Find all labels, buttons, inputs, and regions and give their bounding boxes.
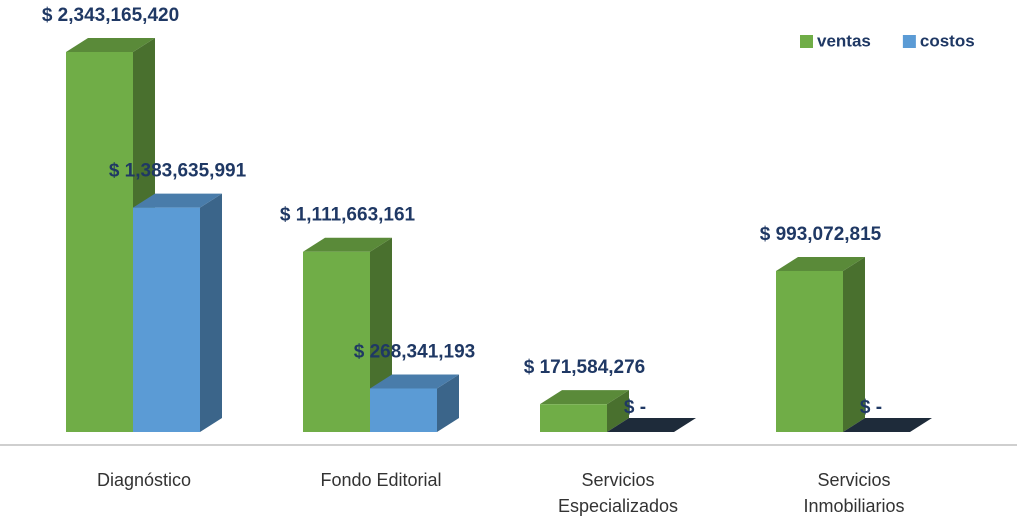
bar-front	[776, 270, 843, 432]
x-tick-label: Diagnóstico	[96, 470, 192, 490]
bar	[540, 390, 629, 432]
value-label: $ 993,072,815	[760, 224, 882, 245]
value-label: $ 171,584,276	[524, 357, 646, 378]
bar-front	[370, 388, 437, 432]
bar-front	[66, 52, 133, 432]
value-label: $ 1,111,663,161	[280, 205, 416, 226]
legend-label: ventas	[817, 31, 871, 50]
bar-side	[200, 193, 222, 432]
bar-top	[370, 374, 459, 389]
bar-top	[607, 418, 696, 432]
value-label: $ -	[860, 397, 882, 418]
legend-swatch	[800, 35, 813, 48]
bar-front	[303, 251, 370, 432]
value-label: $ 268,341,193	[354, 341, 476, 362]
bar	[607, 418, 696, 432]
bar	[843, 418, 932, 432]
bar-side	[843, 256, 865, 432]
bar-side	[607, 390, 629, 432]
bar-top	[303, 237, 392, 252]
x-tick-label: Servicios Especializados	[557, 470, 679, 516]
bar-side	[437, 374, 459, 432]
legend-label: costos	[920, 31, 975, 50]
bar-top	[843, 418, 932, 432]
legend-swatch	[902, 35, 916, 48]
bar-top	[776, 256, 865, 271]
bar	[133, 193, 222, 432]
bar-top	[133, 193, 222, 208]
bar-top	[540, 390, 629, 405]
value-label: $ 2,343,165,420	[42, 5, 179, 26]
bar	[370, 374, 459, 432]
bar	[303, 237, 392, 432]
bar-front	[133, 207, 200, 432]
value-label: $ -	[624, 397, 646, 418]
bar	[776, 256, 865, 432]
bar-top	[66, 38, 155, 52]
bar-front	[540, 404, 607, 432]
x-tick-label: Servicios Inmobiliarios	[803, 470, 905, 516]
x-tick-label: Fondo Editorial	[320, 470, 442, 490]
value-label: $ 1,383,635,991	[109, 161, 247, 182]
